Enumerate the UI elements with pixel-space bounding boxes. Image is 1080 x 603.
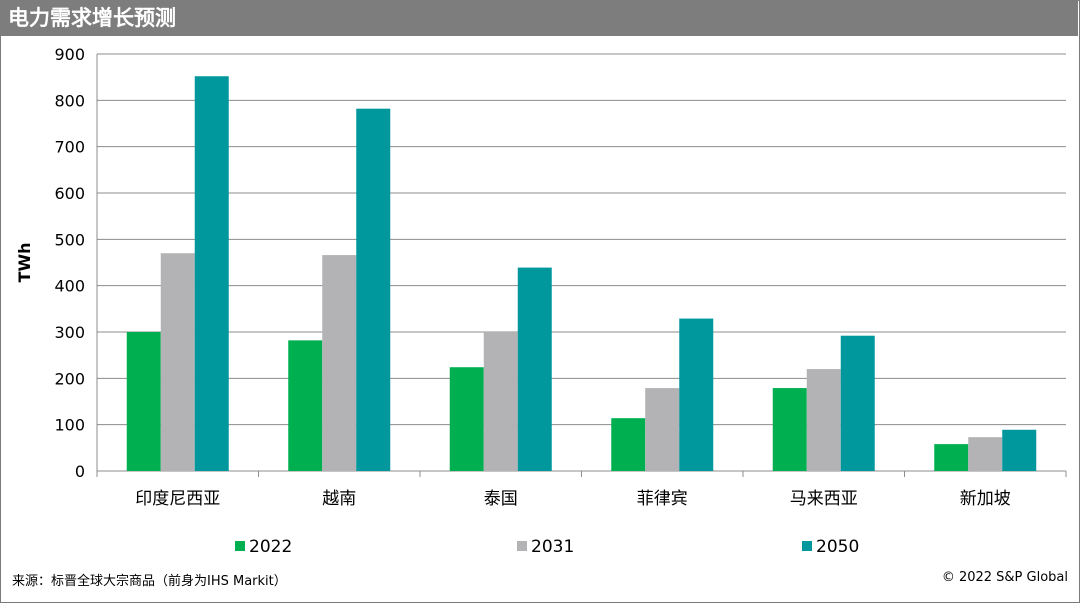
category-label: 马来西亚 (790, 489, 858, 509)
bar (968, 437, 1003, 471)
bar (679, 318, 714, 471)
chart-area: 0 100 200 300 400 500 600 700 800 900 TWh 印度尼西亚 越南 泰国… (15, 45, 1067, 557)
legend-label: 2031 (531, 537, 574, 557)
bar (483, 332, 518, 471)
y-tick-label: 400 (54, 277, 85, 296)
bar (126, 332, 161, 471)
bar (517, 267, 552, 471)
category-label: 印度尼西亚 (135, 489, 220, 509)
legend-label: 2022 (249, 537, 292, 557)
y-tick-label: 600 (54, 184, 85, 203)
y-axis-label: TWh (15, 243, 34, 283)
bar (449, 367, 484, 471)
bar (840, 335, 875, 471)
bar (356, 108, 391, 471)
y-tick-label: 500 (54, 230, 85, 249)
bar (288, 340, 323, 471)
y-tick-label: 100 (54, 416, 85, 435)
y-tick-label: 700 (54, 138, 85, 157)
category-label: 新加坡 (960, 489, 1011, 509)
y-tick-label: 200 (54, 369, 85, 388)
category-label: 越南 (322, 489, 356, 509)
legend-swatch (802, 541, 812, 551)
source-note: 来源：标晋全球大宗商品（前身为IHS Markit） (12, 574, 287, 589)
bar (1002, 429, 1037, 471)
category-label: 泰国 (484, 489, 518, 509)
category-label: 菲律宾 (637, 489, 688, 509)
y-tick-label: 0 (75, 462, 85, 481)
bar (160, 253, 195, 471)
legend-swatch (235, 541, 245, 551)
bar (611, 418, 646, 471)
legend-label: 2050 (816, 537, 859, 557)
legend-swatch (517, 541, 527, 551)
copyright-note: © 2022 S&P Global (941, 570, 1068, 585)
y-tick-label: 900 (54, 45, 85, 64)
bar (194, 76, 229, 472)
bar (645, 388, 680, 471)
bar (322, 255, 357, 471)
y-tick-label: 800 (54, 91, 85, 110)
bar (934, 444, 969, 471)
bar (806, 369, 841, 471)
chart-title: 电力需求增长预测 (0, 0, 1078, 36)
bar (772, 388, 807, 471)
y-tick-label: 300 (54, 323, 85, 342)
